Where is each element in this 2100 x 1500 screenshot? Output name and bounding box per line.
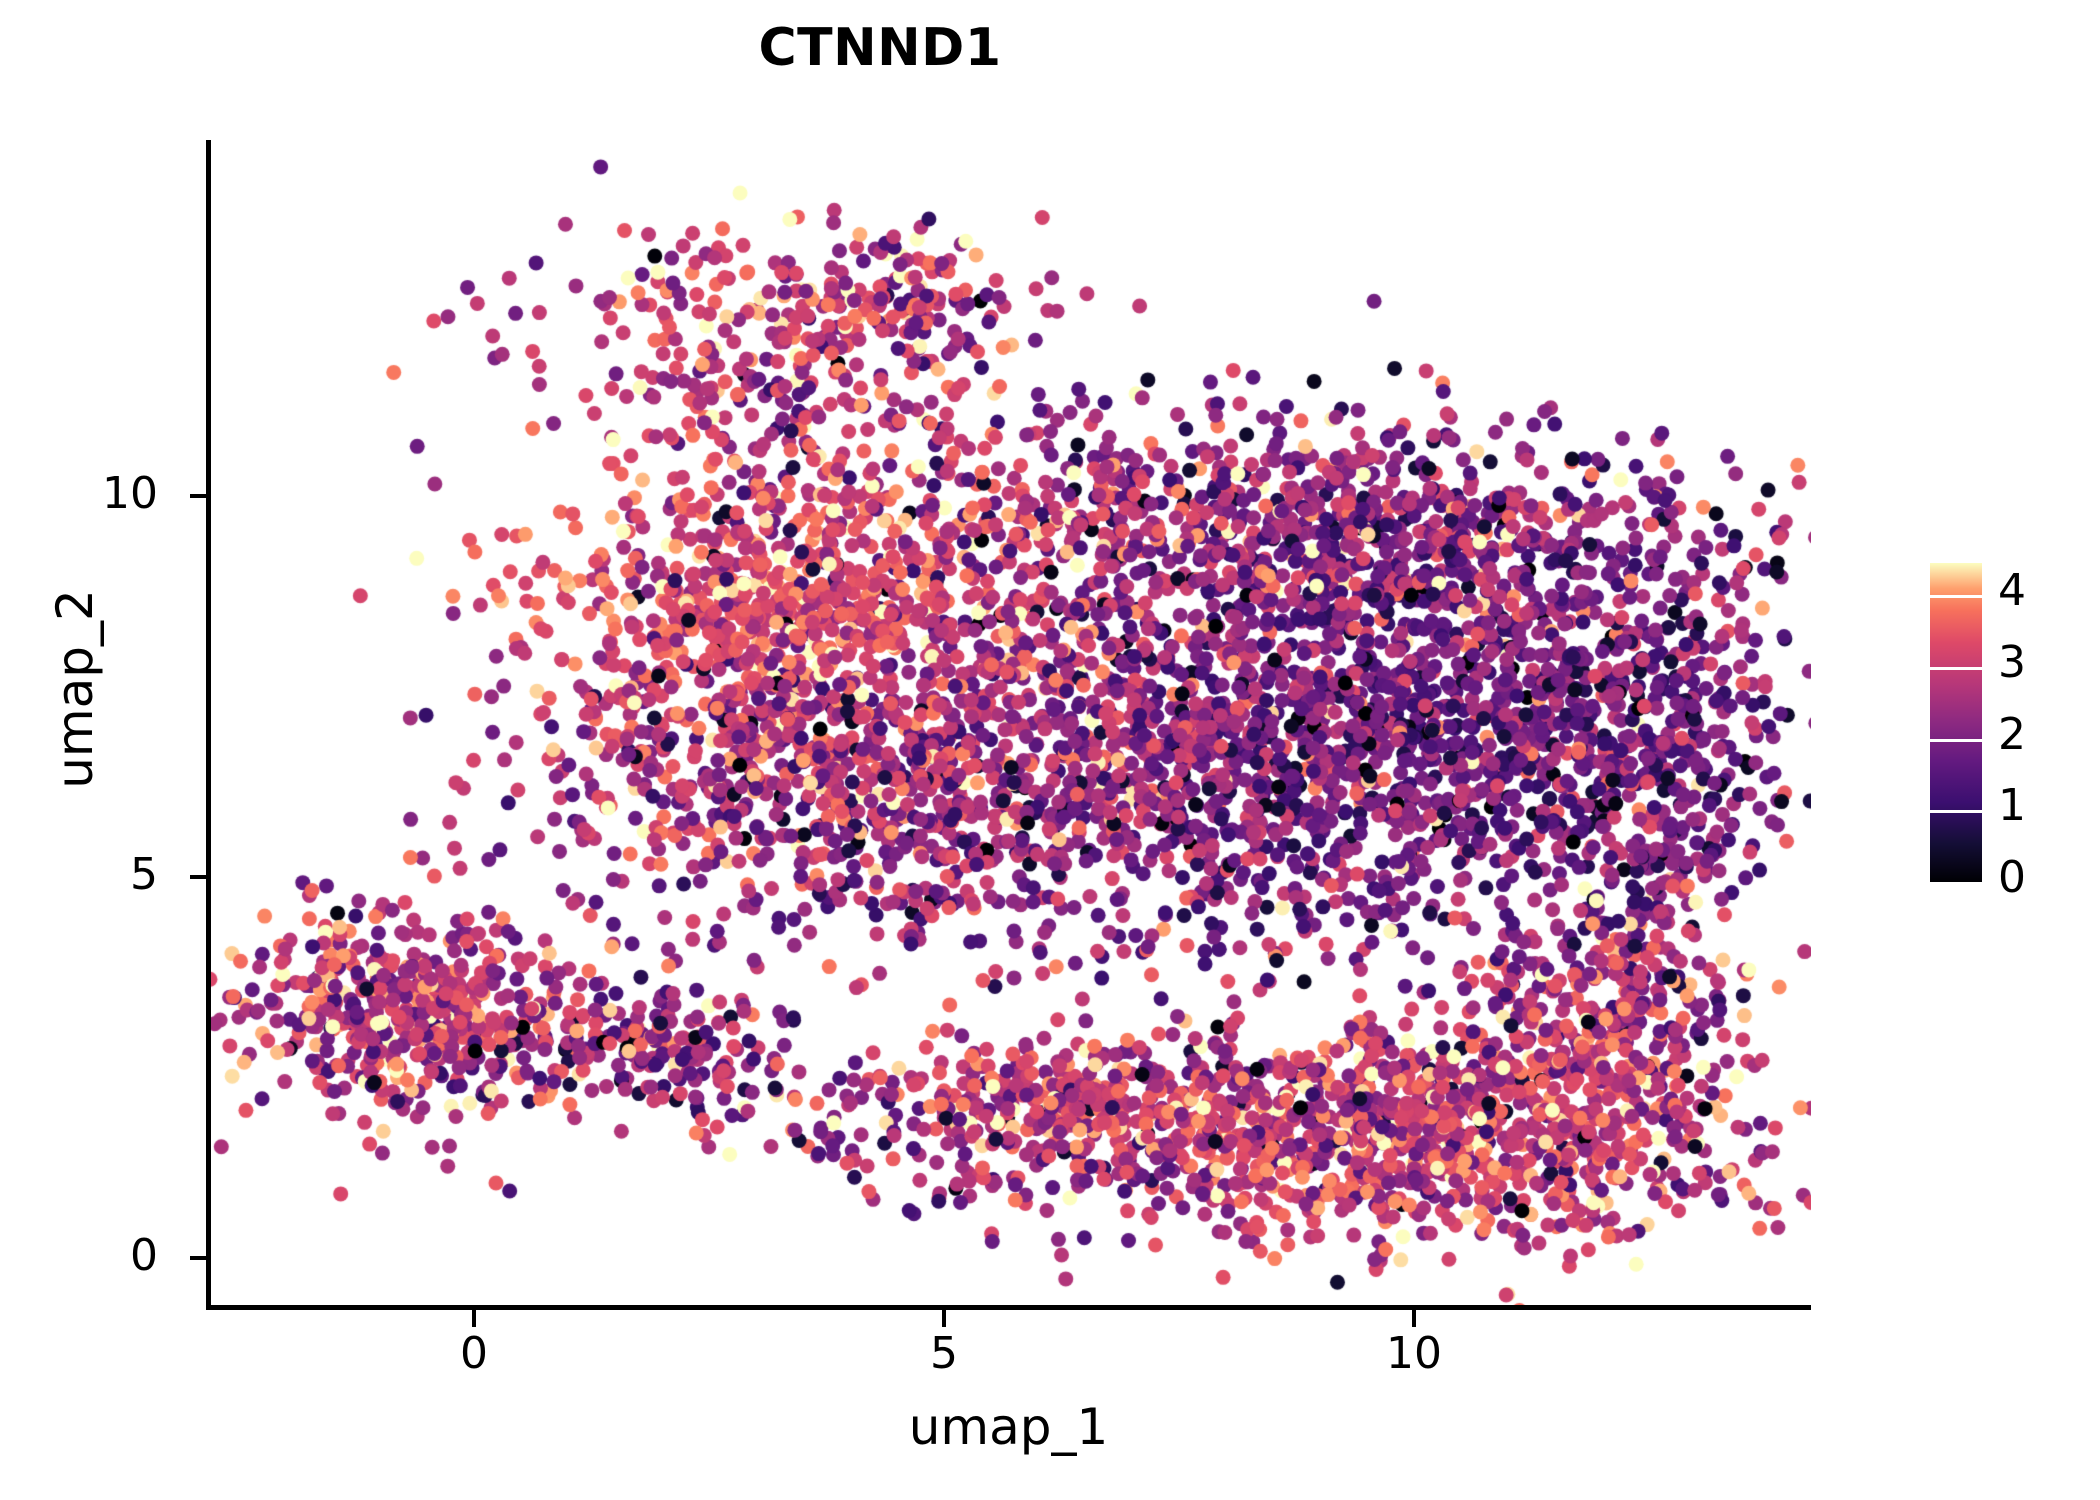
colorbar-tick-mark [1930, 738, 1982, 742]
y-tick-label: 0 [130, 1230, 158, 1281]
x-axis-label: umap_1 [908, 1398, 1109, 1456]
colorbar-tick-label: 3 [1998, 636, 2026, 688]
y-tick-mark [190, 494, 206, 498]
colorbar-tick-mark [1930, 810, 1982, 814]
x-tick-label: 0 [460, 1328, 488, 1379]
x-tick-mark [472, 1309, 476, 1327]
y-axis-spine [206, 140, 211, 1310]
colorbar-gradient [1930, 563, 1982, 882]
page-title: CTNND1 [758, 18, 1002, 78]
scatter-plot-canvas [211, 140, 1811, 1310]
x-tick-label: 5 [930, 1328, 958, 1379]
colorbar-tick-label: 2 [1998, 708, 2026, 760]
y-axis-label: umap_2 [46, 589, 104, 789]
y-tick-label: 10 [102, 468, 158, 519]
x-tick-mark [1412, 1309, 1416, 1327]
y-tick-mark [190, 1256, 206, 1260]
x-axis-spine [206, 1305, 1811, 1310]
colorbar-tick-label: 4 [1998, 565, 2026, 617]
y-tick-mark [190, 875, 206, 879]
colorbar-tick-label: 0 [1998, 852, 2026, 903]
x-tick-mark [942, 1309, 946, 1327]
colorbar-tick-label: 1 [1998, 780, 2026, 832]
colorbar [1930, 563, 1982, 882]
x-tick-label: 10 [1386, 1328, 1442, 1379]
colorbar-tick-mark [1930, 666, 1982, 670]
colorbar-tick-mark [1930, 595, 1982, 599]
y-tick-label: 5 [130, 849, 158, 900]
